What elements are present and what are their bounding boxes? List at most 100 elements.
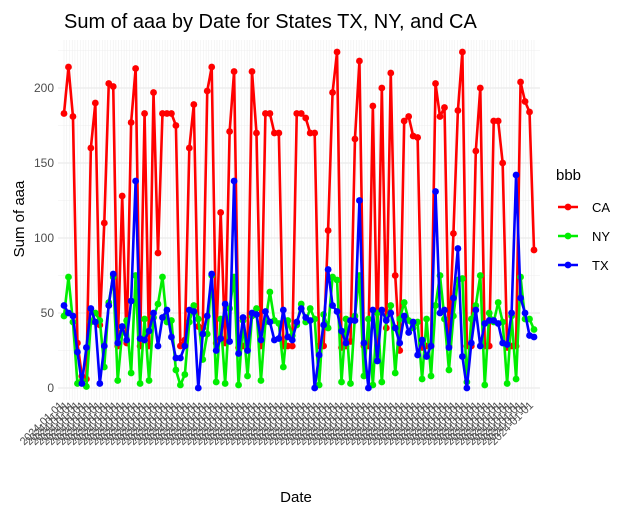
data-point-tx xyxy=(521,309,529,317)
data-point-tx xyxy=(400,312,408,320)
data-point-tx xyxy=(87,305,95,312)
data-point-tx xyxy=(476,342,484,350)
data-point-ny xyxy=(235,381,242,389)
data-point-ny xyxy=(445,366,453,374)
data-point-ca xyxy=(351,135,359,143)
data-point-tx xyxy=(74,348,81,356)
data-point-tx xyxy=(396,339,404,347)
data-point-tx xyxy=(441,306,448,314)
data-point-tx xyxy=(194,384,202,392)
data-point-tx xyxy=(450,294,457,302)
data-point-ny xyxy=(194,315,202,323)
data-point-ca xyxy=(391,272,399,279)
data-point-ny xyxy=(485,309,493,317)
data-point-ca xyxy=(132,65,140,72)
data-point-tx xyxy=(257,336,265,344)
data-point-tx xyxy=(391,324,399,332)
data-point-tx xyxy=(69,312,77,320)
data-point-ny xyxy=(212,378,220,386)
data-point-ca xyxy=(168,110,175,117)
y-axis-title: Sum of aaa xyxy=(11,180,28,257)
data-point-ca xyxy=(436,113,444,120)
data-point-tx xyxy=(150,309,157,317)
data-point-ca xyxy=(329,89,336,96)
data-point-ca xyxy=(203,87,211,95)
data-point-ny xyxy=(512,375,520,383)
data-point-tx xyxy=(91,318,99,326)
data-point-tx xyxy=(293,318,301,326)
data-point-tx xyxy=(338,327,345,335)
data-point-ca xyxy=(400,117,408,125)
data-point-tx xyxy=(333,308,341,315)
data-point-ny xyxy=(476,272,484,279)
data-point-ca xyxy=(526,108,533,116)
data-point-ca xyxy=(100,219,108,227)
data-point-ca xyxy=(60,110,68,117)
data-point-ca xyxy=(311,129,319,137)
data-point-tx xyxy=(239,314,247,321)
data-point-ca xyxy=(499,159,507,167)
y-tick-label: 100 xyxy=(34,231,54,245)
data-point-tx xyxy=(329,302,336,309)
data-point-ca xyxy=(118,192,126,200)
data-point-tx xyxy=(60,302,68,309)
data-point-tx xyxy=(387,309,395,317)
y-tick-label: 150 xyxy=(34,156,54,170)
data-point-ny xyxy=(266,288,274,296)
data-point-tx xyxy=(414,351,422,359)
data-point-ny xyxy=(347,380,354,387)
data-point-ny xyxy=(494,299,502,306)
data-point-tx xyxy=(159,314,166,321)
data-point-ny xyxy=(338,378,345,386)
data-point-ny xyxy=(306,305,314,312)
data-point-ny xyxy=(221,380,229,387)
y-tick-label: 200 xyxy=(34,81,54,95)
data-point-ca xyxy=(217,209,225,216)
data-point-tx xyxy=(364,384,372,392)
data-point-tx xyxy=(168,333,175,341)
data-point-ca xyxy=(226,128,234,135)
y-tick-label: 50 xyxy=(41,306,55,320)
data-point-tx xyxy=(297,305,305,312)
data-point-ny xyxy=(423,315,430,323)
data-point-ca xyxy=(266,110,274,117)
data-point-tx xyxy=(123,336,131,344)
data-point-ca xyxy=(369,102,377,110)
data-point-ny xyxy=(244,372,251,380)
chart-title: Sum of aaa by Date for States TX, NY, an… xyxy=(64,11,477,33)
data-point-tx xyxy=(342,339,350,347)
data-point-ny xyxy=(387,302,395,309)
legend-key-point xyxy=(564,232,572,240)
data-point-tx xyxy=(467,339,475,347)
data-point-tx xyxy=(445,344,453,351)
data-point-ca xyxy=(530,246,538,254)
data-point-tx xyxy=(324,266,332,273)
data-point-tx xyxy=(221,300,229,308)
data-point-ny xyxy=(190,302,198,309)
data-point-tx xyxy=(472,306,480,314)
data-point-ca xyxy=(356,57,363,65)
data-point-tx xyxy=(181,342,189,350)
data-point-ny xyxy=(333,276,341,284)
data-point-ca xyxy=(275,129,283,137)
data-point-tx xyxy=(96,380,104,387)
data-point-ca xyxy=(208,63,216,71)
data-point-tx xyxy=(423,353,430,360)
data-point-ca xyxy=(458,48,466,56)
data-point-ca xyxy=(476,84,484,92)
data-point-tx xyxy=(315,351,323,359)
x-axis-ticks: 2024-01-012024-01-012024-01-012024-01-01… xyxy=(18,400,536,448)
data-point-tx xyxy=(458,353,466,360)
data-point-ny xyxy=(400,299,408,306)
data-point-tx xyxy=(100,342,108,350)
data-point-ca xyxy=(450,230,457,237)
data-point-tx xyxy=(275,335,283,342)
data-point-tx xyxy=(517,294,524,302)
data-point-ny xyxy=(360,372,368,380)
data-point-ca xyxy=(154,249,162,257)
series-lines xyxy=(60,48,538,392)
y-axis-ticks: 0 50 100 150 200 xyxy=(34,81,54,395)
data-point-ny xyxy=(127,369,135,377)
data-point-tx xyxy=(109,270,117,278)
data-point-ca xyxy=(172,122,180,129)
